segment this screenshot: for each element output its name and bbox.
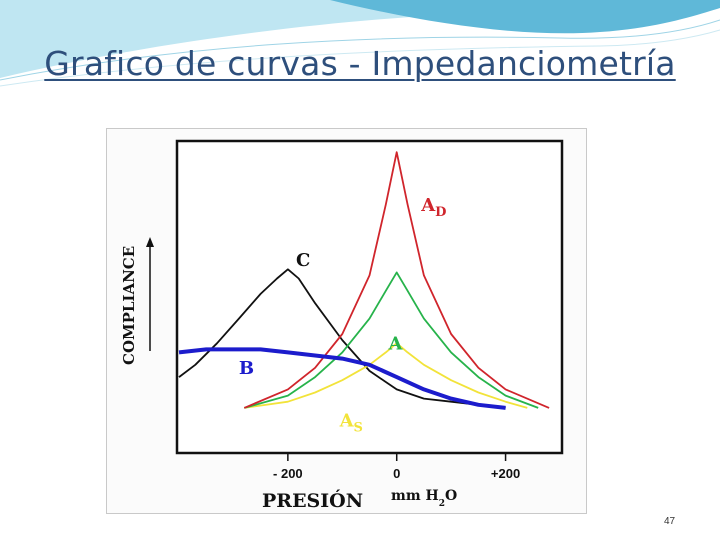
plot-area <box>175 139 564 455</box>
curve-c <box>178 268 506 409</box>
x-unit-main: mm H <box>391 488 439 504</box>
curve-label-main: A <box>388 333 404 354</box>
y-axis-title: COMPLIANCE <box>120 246 138 365</box>
slide-title: Grafico de curvas - Impedanciometría <box>44 44 676 83</box>
curves-group <box>178 151 550 410</box>
curve-ad <box>243 151 550 409</box>
chart-frame: C AS A AD B - 200 0 +200 COMPLIANCE PRESIÓN mm… <box>106 128 587 514</box>
x-unit-sub: 2 <box>439 499 445 509</box>
wave-light <box>0 0 720 78</box>
y-axis-arrowhead-icon <box>146 237 154 247</box>
x-axis-unit: mm H2O <box>391 488 457 509</box>
curve-label-as: AS <box>339 410 363 435</box>
curve-label-ad: AD <box>420 195 446 220</box>
curve-b <box>178 347 506 410</box>
x-tick-label: +200 <box>491 466 520 481</box>
x-unit-tail: O <box>445 488 457 504</box>
wave-dark <box>330 0 720 34</box>
curve-label-main: A <box>420 195 436 216</box>
curve-label-sub: S <box>354 420 363 435</box>
curve-label-a: A <box>388 333 404 354</box>
x-ticks-group: - 200 0 +200 <box>273 453 520 481</box>
wave-line-2 <box>0 29 720 87</box>
curve-label-main: C <box>296 250 310 271</box>
wave-line-1 <box>0 19 720 81</box>
curve-label-sub: D <box>435 205 446 220</box>
curve-label-main: B <box>239 358 254 379</box>
x-axis-title: PRESIÓN <box>262 489 363 512</box>
curve-label-b: B <box>239 358 254 379</box>
curve-a <box>244 271 539 409</box>
curve-as <box>244 342 528 409</box>
curve-label-c: C <box>296 250 310 271</box>
header-wave-decoration <box>0 0 720 87</box>
page-number: 47 <box>664 516 676 527</box>
x-tick-label: 0 <box>393 466 400 481</box>
curve-label-main: A <box>339 410 355 431</box>
x-tick-label: - 200 <box>273 466 303 481</box>
